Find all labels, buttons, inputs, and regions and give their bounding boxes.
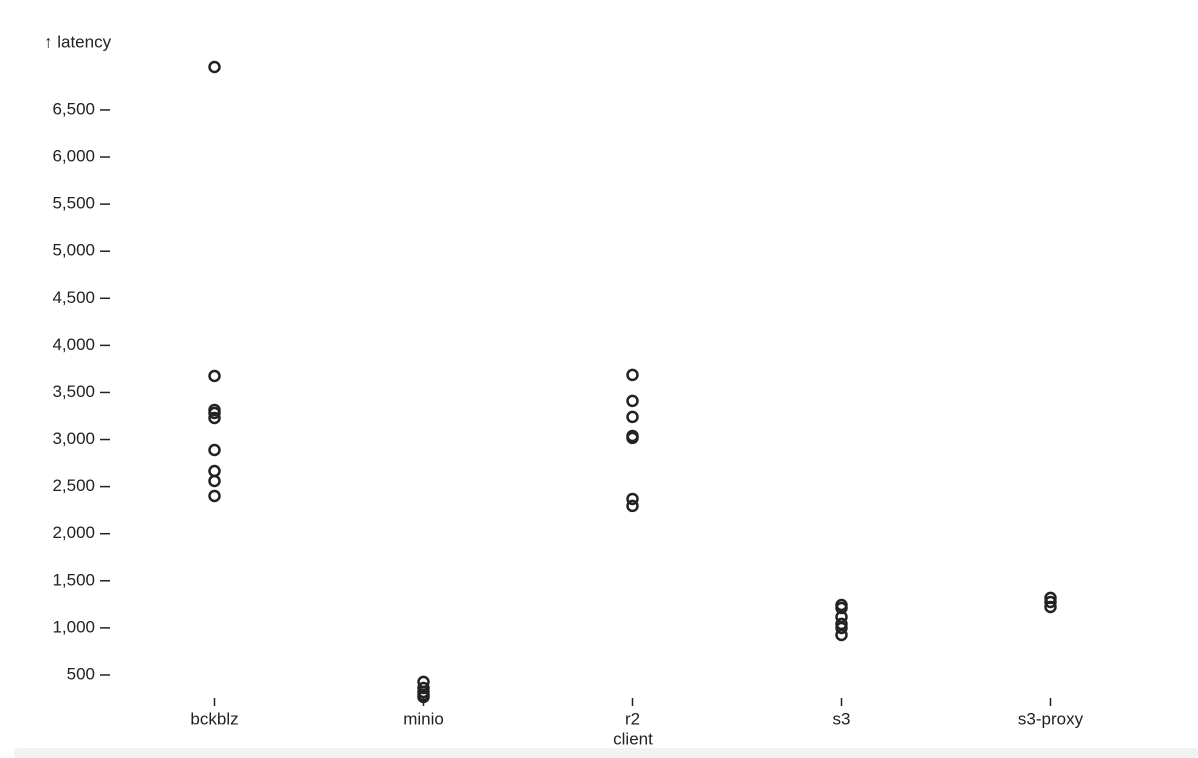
dot [208, 60, 221, 74]
dot [208, 489, 221, 503]
dot [626, 499, 639, 513]
dot [417, 690, 430, 704]
dot [208, 411, 221, 425]
y-tick-label: 500 [67, 664, 95, 683]
x-tick-label: bckblz [190, 709, 238, 728]
dot [1044, 600, 1057, 614]
y-tick-label: 5,000 [52, 241, 95, 260]
y-tick-label: 6,000 [52, 147, 95, 166]
y-axis-label: ↑ latency [44, 32, 112, 51]
x-tick-label: s3 [833, 709, 851, 728]
dot [208, 443, 221, 457]
x-axis-label: client [613, 729, 653, 748]
x-tick-label: minio [403, 709, 444, 728]
dot [626, 492, 639, 506]
y-tick-label: 6,500 [52, 99, 95, 118]
dot [626, 368, 639, 382]
y-tick-label: 1,500 [52, 570, 95, 589]
dot [1044, 595, 1057, 609]
dot [626, 410, 639, 424]
scrollbar-track [14, 748, 1198, 758]
dot [835, 628, 848, 642]
y-tick-label: 2,500 [52, 476, 95, 495]
dot [208, 474, 221, 488]
y-tick-label: 4,000 [52, 335, 95, 354]
y-tick-label: 1,000 [52, 617, 95, 636]
dot [208, 406, 221, 420]
dot [208, 369, 221, 383]
y-tick-label: 3,500 [52, 382, 95, 401]
dot [835, 621, 848, 635]
y-tick-label: 3,000 [52, 429, 95, 448]
y-tick-label: 2,000 [52, 523, 95, 542]
dot [626, 394, 639, 408]
dot [208, 464, 221, 478]
y-tick-label: 4,500 [52, 288, 95, 307]
x-tick-label: s3-proxy [1018, 709, 1084, 728]
dot [626, 431, 639, 445]
x-tick-label: r2 [625, 709, 640, 728]
y-tick-label: 5,500 [52, 194, 95, 213]
